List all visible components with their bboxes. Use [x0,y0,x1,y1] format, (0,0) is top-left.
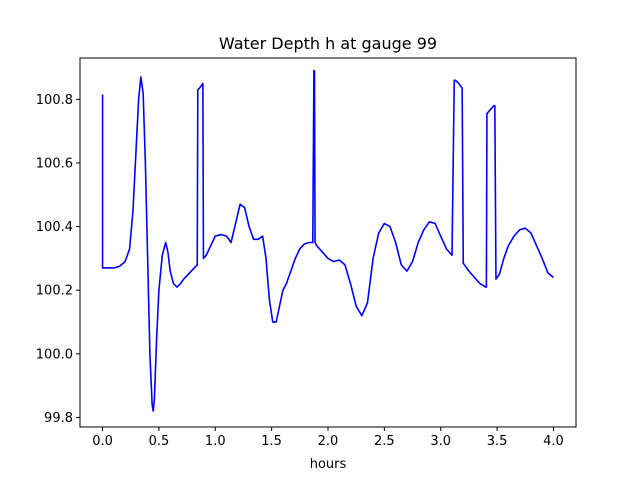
x-tick-label: 2.0 [318,434,339,449]
y-tick-label: 100.0 [36,347,73,362]
chart-title: Water Depth h at gauge 99 [219,34,437,53]
y-tick-label: 100.4 [36,220,73,235]
x-tick-label: 4.0 [543,434,564,449]
x-tick-label: 2.5 [374,434,395,449]
series-line-0 [101,69,554,412]
y-tick-label: 100.8 [36,93,73,108]
x-tick-label: 0.0 [92,434,113,449]
x-tick-label: 1.0 [205,434,226,449]
plot-frame [79,57,577,428]
x-tick-label: 3.0 [430,434,451,449]
y-tick-label: 100.2 [36,284,73,299]
y-tick-label: 100.6 [36,156,73,171]
x-tick-label: 1.5 [261,434,282,449]
x-axis-label: hours [310,457,347,472]
x-tick-label: 0.5 [149,434,170,449]
x-tick-label: 3.5 [487,434,508,449]
y-tick-label: 99.8 [44,411,73,426]
